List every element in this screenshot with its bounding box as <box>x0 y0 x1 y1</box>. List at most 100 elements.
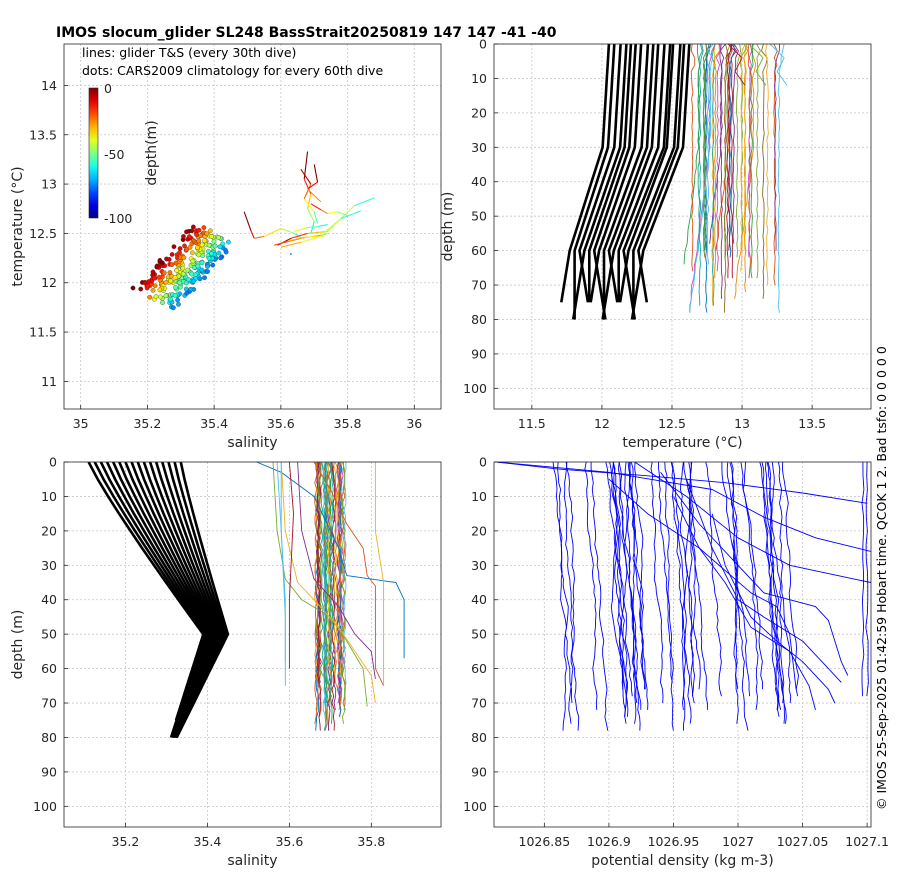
cars-dot <box>172 275 178 280</box>
glider-ts-line <box>280 227 295 234</box>
climatology-temp-profile <box>571 44 628 320</box>
cars-dot <box>202 275 207 281</box>
climatology-temp-profile <box>632 44 682 320</box>
glider-temp-profile <box>750 44 754 279</box>
dens-ytick-label: 40 <box>471 592 487 607</box>
glider-ts-line <box>250 230 255 239</box>
cars-dot <box>169 252 175 257</box>
climatology-salinity-profile <box>175 462 230 739</box>
glider-density-profile <box>770 462 780 717</box>
dens-x-axis-label: potential density (kg m-3) <box>591 853 773 869</box>
glider-temp-profile <box>690 44 696 272</box>
glider-density-profile <box>612 462 627 717</box>
cars-dot <box>206 255 212 261</box>
sal-ytick-label: 10 <box>41 489 57 504</box>
climatology-temp-profile <box>607 44 655 303</box>
sal-ytick-label: 60 <box>41 661 57 676</box>
cars-dot <box>195 245 200 250</box>
cars-dot <box>190 258 196 264</box>
sal-ytick-label: 70 <box>41 696 57 711</box>
glider-density-profile <box>617 462 638 704</box>
colorbar-tick-label: 0 <box>104 81 112 96</box>
sal-xtick-label: 35.4 <box>194 834 222 849</box>
ts-xtick-label: 36 <box>406 416 422 431</box>
ts-ytick-label: 12 <box>41 275 57 290</box>
cars-dot <box>185 267 191 273</box>
glider-temp-profile <box>727 44 746 86</box>
cars-dot <box>186 228 192 234</box>
climatology-temp-profile <box>622 44 672 320</box>
glider-ts-line <box>337 211 348 217</box>
glider-ts-line <box>320 218 342 236</box>
glider-temp-profile <box>732 44 739 244</box>
sal-ytick-label: 40 <box>41 592 57 607</box>
temp-ytick-label: 90 <box>471 346 487 361</box>
glider-density-profile <box>605 462 628 710</box>
glider-density-profile <box>670 462 692 724</box>
temp-ytick-label: 60 <box>471 243 487 258</box>
glider-ts-line <box>307 188 322 203</box>
ts-y-axis-label: temperature (°C) <box>10 166 26 286</box>
temp-ytick-label: 20 <box>471 105 487 120</box>
dens-ytick-label: 20 <box>471 523 487 538</box>
sal-plot-area <box>64 462 441 827</box>
cars-dot <box>163 293 169 299</box>
cars-dot <box>160 300 165 305</box>
glider-salinity-profile <box>334 462 339 690</box>
glider-temp-profile <box>748 44 753 258</box>
cars-dot <box>183 280 189 286</box>
glider-ts-line <box>243 211 252 231</box>
cars-dot <box>168 278 173 284</box>
cars-dot <box>187 234 192 239</box>
climatology-temp-profile <box>592 44 637 320</box>
climatology-temp-profile <box>573 44 616 320</box>
cars-dot <box>206 248 211 254</box>
glider-density-profile <box>759 462 787 724</box>
glider-ts-line <box>313 164 319 183</box>
cars-dot <box>191 278 196 284</box>
cars-dot <box>211 238 217 244</box>
glider-ts-line <box>317 223 328 228</box>
climatology-temp-profile <box>602 44 650 320</box>
glider-density-profile <box>650 462 664 704</box>
glider-ts-line <box>294 226 308 232</box>
glider-ts-line <box>320 209 328 215</box>
cars-dot <box>175 297 180 303</box>
cars-dot <box>210 262 216 268</box>
cars-dot <box>218 255 224 261</box>
cars-dot <box>194 232 199 237</box>
glider-ts-line <box>303 198 315 213</box>
glider-density-profile <box>496 462 871 552</box>
glider-salinity-profile <box>322 462 327 704</box>
glider-density-profile <box>681 462 691 710</box>
climatology-temp-profile <box>618 44 675 303</box>
cars-dot <box>204 231 210 236</box>
glider-density-profile <box>563 462 574 724</box>
glider-salinity-profile <box>288 462 294 669</box>
glider-density-profile <box>623 462 633 697</box>
glider-ts-line <box>307 181 318 190</box>
cars-dot <box>188 286 194 292</box>
cars-dot <box>196 252 202 258</box>
sal-ytick-label: 100 <box>33 799 57 814</box>
cars-dot <box>199 242 205 248</box>
cars-dot <box>181 255 187 261</box>
ts-ytick-label: 12.5 <box>29 226 57 241</box>
glider-ts-line <box>354 197 375 207</box>
glider-salinity-profile <box>280 462 376 704</box>
glider-salinity-profile <box>374 462 385 686</box>
glider-temp-profile <box>761 44 768 299</box>
cars-dot <box>195 263 201 269</box>
glider-salinity-profile <box>297 462 376 679</box>
glider-density-profile <box>565 462 580 731</box>
glider-salinity-profile <box>328 462 333 724</box>
glider-density-profile <box>777 462 792 704</box>
glider-ts-line <box>307 225 318 229</box>
cars-dot <box>205 264 210 269</box>
cars-dot <box>180 265 186 271</box>
glider-temp-profile <box>739 44 746 272</box>
ts-xtick-label: 35.2 <box>133 416 161 431</box>
cars-dot <box>206 242 212 248</box>
glider-density-profile <box>679 462 695 704</box>
glider-density-profile <box>552 462 573 704</box>
